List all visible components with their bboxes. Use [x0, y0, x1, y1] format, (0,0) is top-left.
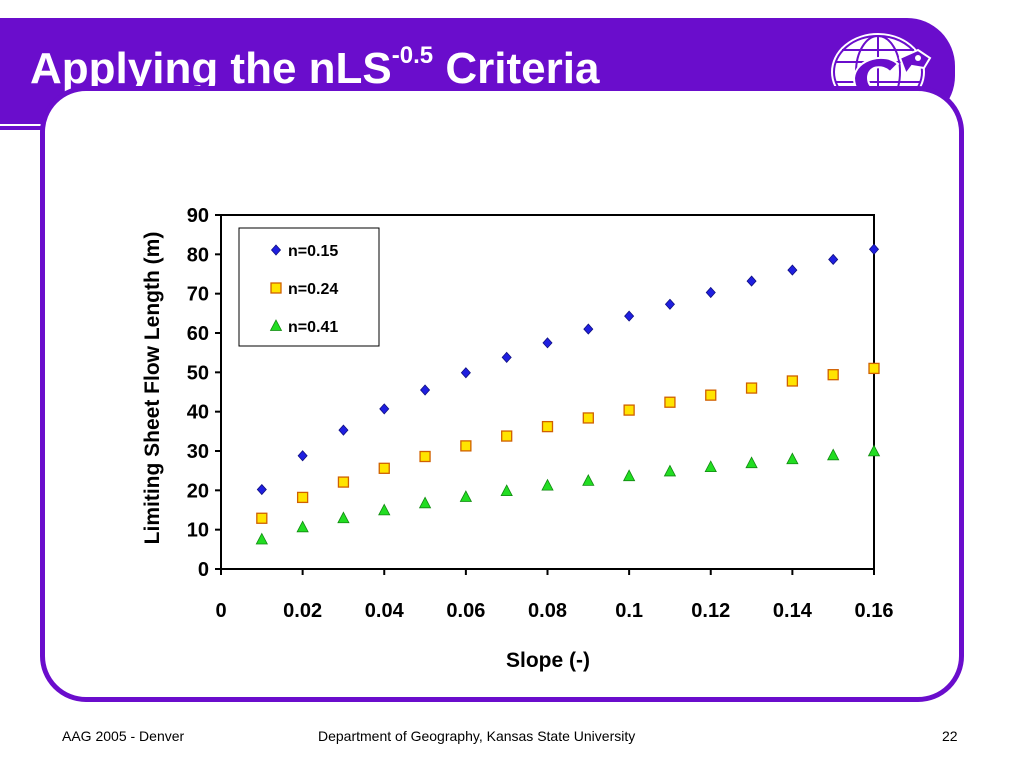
data-point [582, 412, 594, 424]
y-tick-label: 90 [187, 205, 209, 227]
data-point [868, 243, 880, 255]
x-tick-label: 0.12 [691, 600, 730, 622]
data-point [541, 420, 554, 433]
legend-marker [269, 319, 283, 331]
data-point [827, 448, 840, 461]
x-tick-label: 0.08 [528, 600, 567, 622]
title-superscript: -0.5 [391, 42, 434, 69]
legend: n=0.15 n=0.24 n=0.41 [238, 227, 380, 347]
data-point [460, 440, 472, 452]
data-point [745, 456, 758, 469]
data-point [583, 323, 594, 335]
data-point [624, 310, 635, 322]
x-tick-label: 0.02 [283, 600, 322, 622]
data-point [378, 462, 390, 474]
legend-marker [270, 282, 282, 294]
data-point [867, 444, 881, 457]
content-frame [40, 86, 964, 702]
data-point [542, 337, 553, 349]
x-tick-label: 0.04 [365, 600, 405, 622]
data-point [622, 469, 636, 482]
x-axis-title: Slope (-) [506, 649, 590, 672]
data-point [500, 484, 513, 497]
data-point [338, 424, 349, 436]
plot-axes [215, 214, 875, 575]
footer-page-number: 22 [942, 728, 958, 744]
footer-department: Department of Geography, Kansas State Un… [318, 728, 636, 744]
data-point [664, 298, 675, 310]
title-main: Applying the nLS [30, 44, 392, 93]
data-point [623, 404, 635, 416]
y-tick-label: 60 [187, 323, 209, 345]
data-point [256, 483, 267, 496]
data-point [501, 430, 513, 442]
data-point [541, 478, 554, 491]
x-tick-label: 0.16 [855, 600, 894, 622]
y-tick-label: 10 [187, 520, 209, 542]
data-point [379, 403, 390, 415]
x-tick-label: 0.1 [615, 600, 643, 622]
data-point [663, 464, 677, 477]
data-point [787, 264, 798, 276]
data-point [337, 511, 350, 524]
data-point [420, 384, 431, 396]
y-tick-label: 30 [187, 441, 209, 463]
legend-marker [270, 244, 282, 256]
data-point [705, 389, 717, 401]
data-point [459, 490, 473, 502]
y-tick-label: 80 [187, 244, 209, 266]
slide-title: Applying the nLS-0.5 Criteria [30, 42, 600, 94]
data-point [827, 369, 839, 381]
data-point [296, 520, 309, 533]
data-point [786, 452, 799, 465]
legend-box [238, 227, 380, 347]
x-tick-label: 0 [215, 600, 226, 622]
y-tick-label: 40 [187, 402, 209, 424]
data-point [297, 450, 308, 462]
y-tick-label: 70 [187, 284, 209, 306]
x-tick-labels: 0 0.02 0.04 0.06 0.08 0.1 0.12 0.14 0.16 [215, 600, 893, 622]
x-tick-label: 0.06 [446, 600, 485, 622]
data-point [255, 532, 268, 545]
footer-conference: AAG 2005 - Denver [62, 728, 185, 744]
data-point [868, 362, 880, 375]
data-point [296, 491, 309, 504]
data-point [256, 512, 268, 524]
y-tick-label: 50 [187, 362, 209, 384]
data-points [255, 243, 881, 545]
legend-label: n=0.41 [288, 319, 338, 336]
data-point [704, 460, 717, 473]
title-end: Criteria [433, 44, 600, 93]
data-point [582, 474, 595, 486]
data-point [419, 450, 431, 463]
legend-label: n=0.24 [288, 281, 338, 298]
data-point [786, 375, 799, 387]
data-point [705, 286, 716, 299]
data-point [418, 496, 432, 509]
data-point [746, 275, 757, 287]
data-point [664, 396, 676, 408]
data-point [828, 253, 839, 266]
y-tick-labels: 0 10 20 30 40 50 60 70 80 90 [187, 205, 209, 581]
legend-label: n=0.15 [288, 243, 338, 260]
data-point [378, 503, 391, 516]
y-axis-title: Limiting Sheet Flow Length (m) [141, 232, 164, 545]
x-tick-label: 0.14 [773, 600, 813, 622]
data-point [337, 476, 350, 488]
y-tick-label: 20 [187, 480, 209, 502]
data-point [501, 351, 512, 363]
y-tick-label: 0 [198, 559, 209, 581]
data-point [460, 367, 471, 379]
data-point [745, 382, 758, 394]
